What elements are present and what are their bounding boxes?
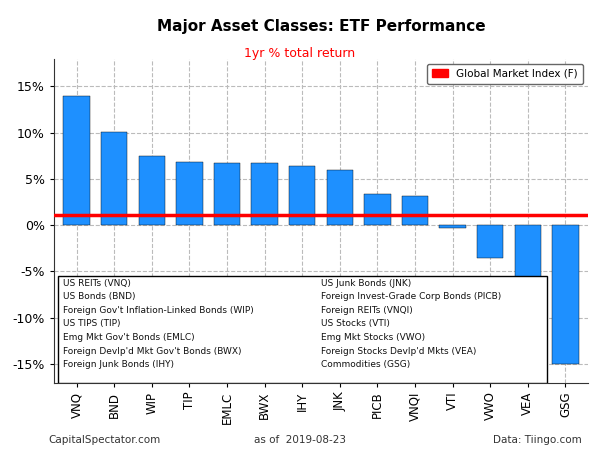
Text: Data: Tiingo.com: Data: Tiingo.com xyxy=(493,435,582,445)
Title: Major Asset Classes: ETF Performance: Major Asset Classes: ETF Performance xyxy=(157,19,485,34)
Bar xyxy=(251,163,278,225)
Bar xyxy=(139,156,165,225)
Bar xyxy=(176,162,203,225)
Bar xyxy=(289,166,316,225)
Bar xyxy=(364,194,391,225)
Text: US Junk Bonds (JNK)
Foreign Invest-Grade Corp Bonds (PICB)
Foreign REITs (VNQI)
: US Junk Bonds (JNK) Foreign Invest-Grade… xyxy=(321,279,501,369)
Bar xyxy=(101,132,127,225)
Text: 1yr % total return: 1yr % total return xyxy=(244,47,356,60)
Bar xyxy=(214,163,240,225)
Bar xyxy=(439,225,466,228)
Text: as of  2019-08-23: as of 2019-08-23 xyxy=(254,435,346,445)
Bar xyxy=(58,276,547,382)
Bar xyxy=(477,225,503,257)
Bar xyxy=(552,225,578,364)
Bar xyxy=(326,170,353,225)
Bar xyxy=(64,96,90,225)
Text: US REITs (VNQ)
US Bonds (BND)
Foreign Gov't Inflation-Linked Bonds (WIP)
US TIPS: US REITs (VNQ) US Bonds (BND) Foreign Go… xyxy=(64,279,254,369)
Text: CapitalSpectator.com: CapitalSpectator.com xyxy=(48,435,160,445)
Bar xyxy=(515,225,541,279)
Legend: Global Market Index (F): Global Market Index (F) xyxy=(427,64,583,84)
Bar xyxy=(402,197,428,225)
